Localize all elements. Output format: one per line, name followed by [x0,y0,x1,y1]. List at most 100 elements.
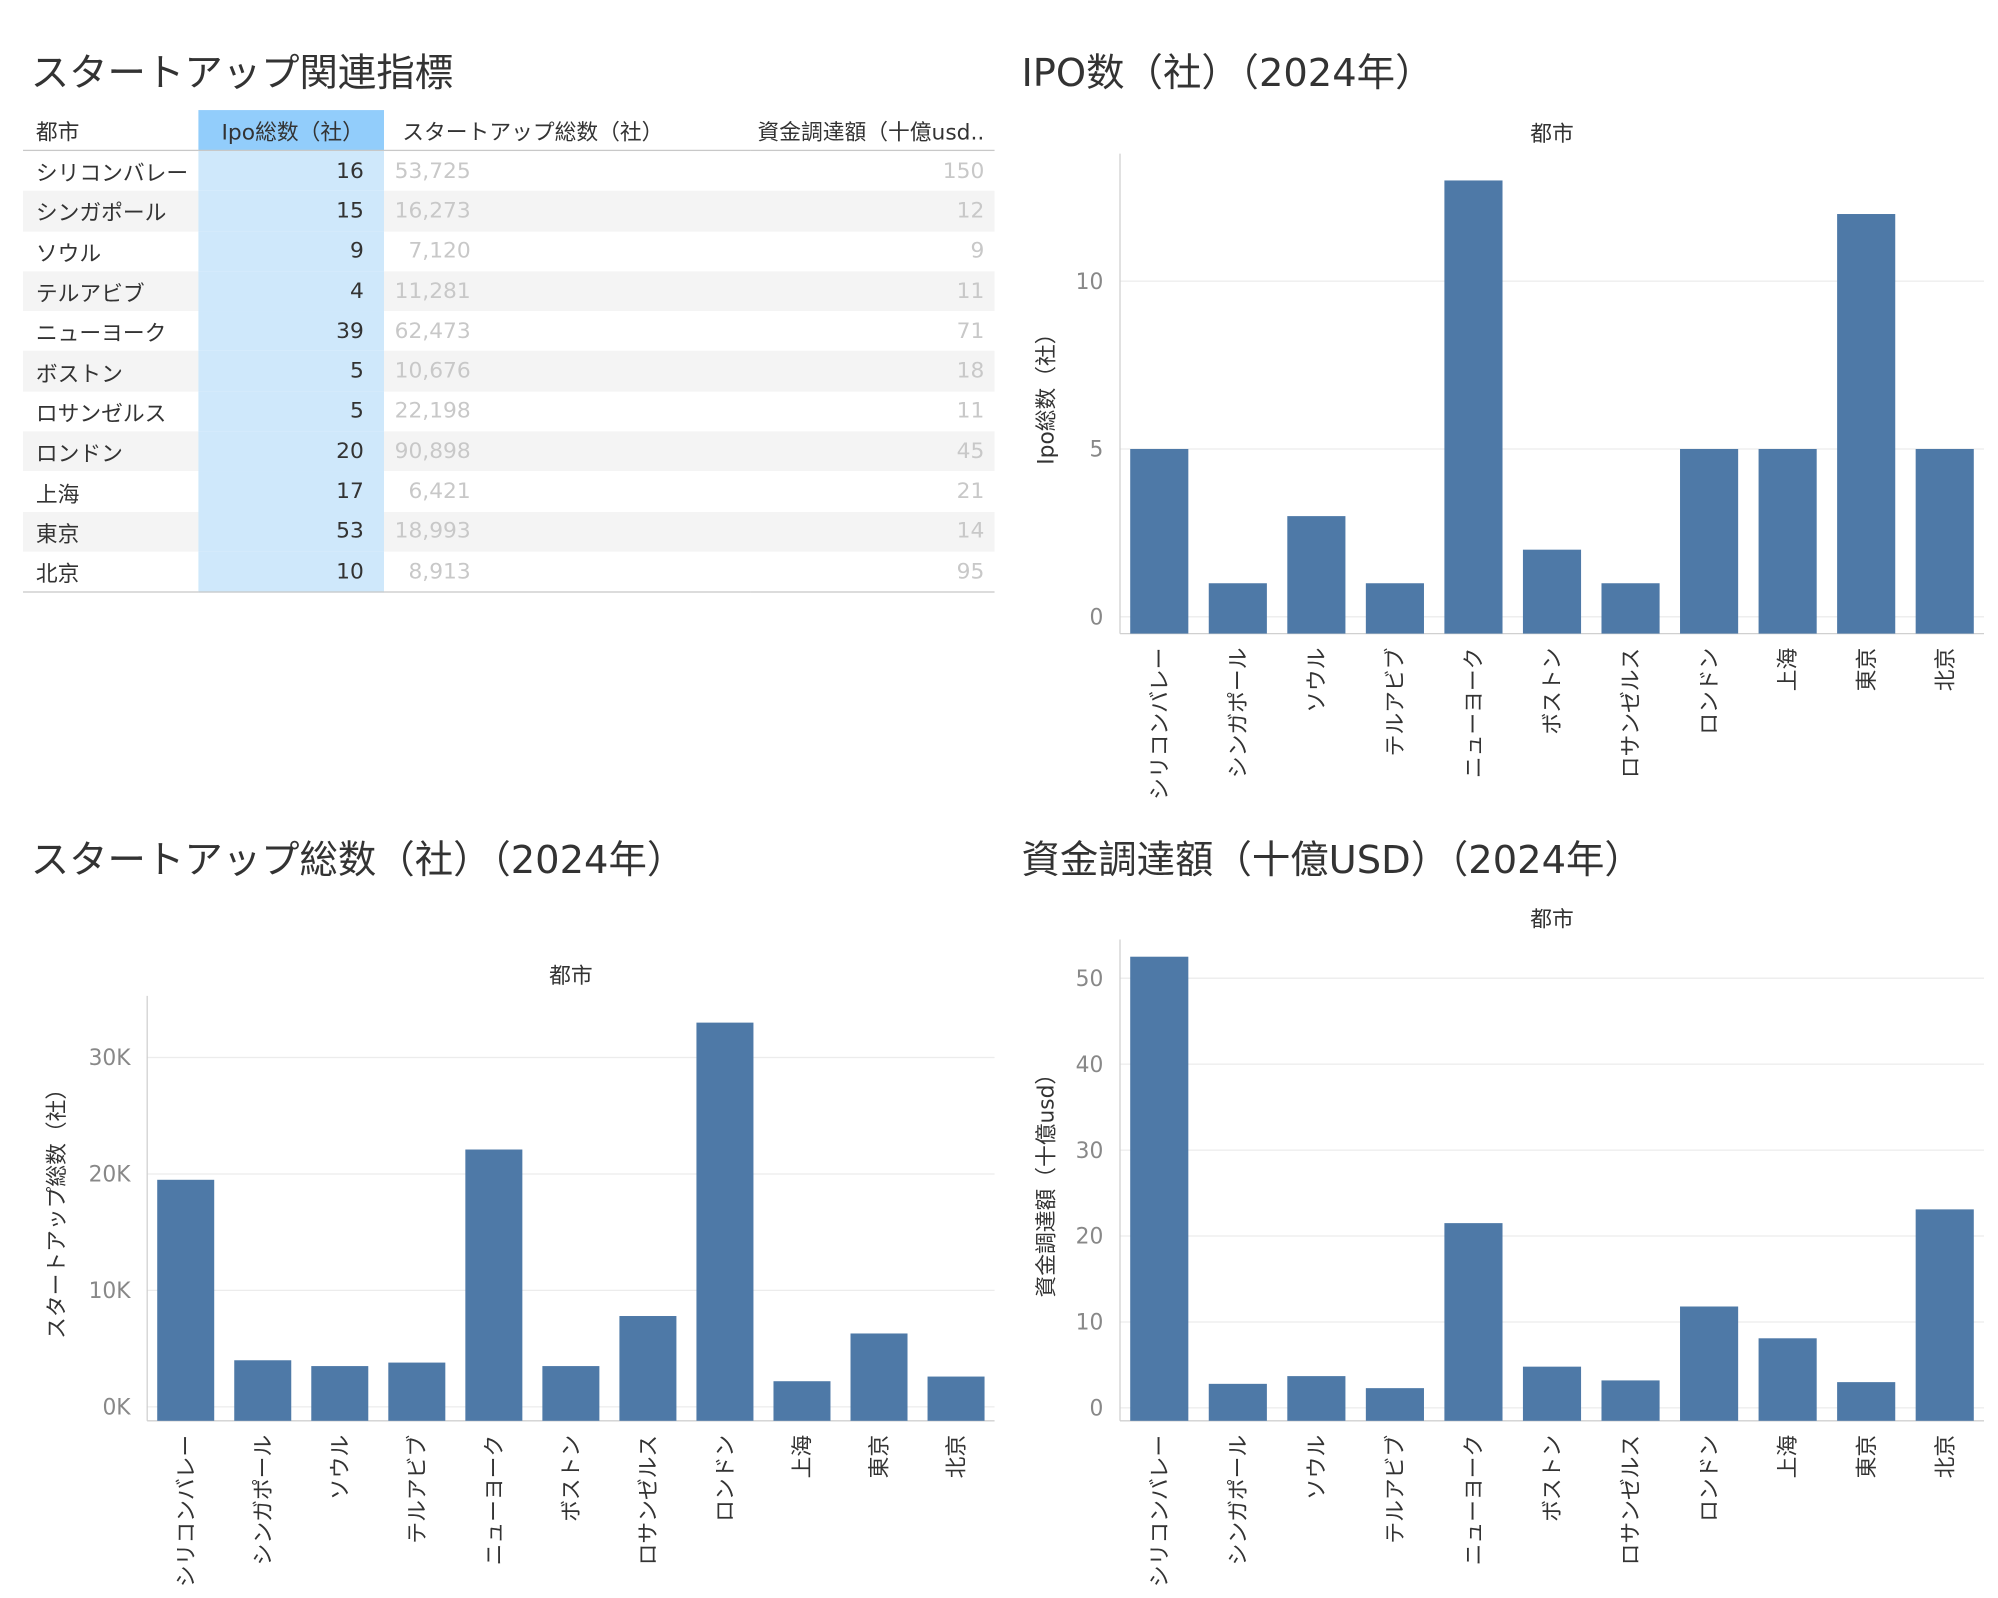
bar-funding [1365,1388,1424,1421]
category-label: ボストン [1541,1435,1566,1522]
table-row[interactable]: 東京 53 18,993 14 [23,511,995,552]
category-label: テルアビブ [1384,1435,1409,1544]
table-row[interactable]: ニューヨーク 39 62,473 71 [23,311,995,352]
bar-ipo [1287,516,1346,634]
header-city[interactable]: 都市 [35,120,80,146]
bar-ipo [1915,448,1974,634]
y-axis-title: Ipo総数（社） [1034,322,1059,464]
table-row[interactable]: ロサンゼルス 5 22,198 11 [23,391,995,432]
table-header-row: 都市 Ipo総数（社） スタートアップ総数（社） 資金調達額（十億usd.. [23,110,995,151]
table-row[interactable]: テルアビブ 4 11,281 11 [23,271,995,312]
table-row[interactable]: ロンドン 20 90,898 45 [23,431,995,472]
category-label: 上海 [1776,1435,1801,1479]
category-label: 北京 [1933,648,1958,692]
bar-startups [157,1179,215,1421]
category-label: テルアビブ [405,1435,430,1544]
category-label: 北京 [1933,1435,1958,1479]
category-label: ソウル [1305,1435,1330,1500]
bar-funding [1915,1209,1974,1421]
table-row[interactable]: 北京 10 8,913 95 [23,551,995,593]
table-row[interactable]: ソウル 9 7,120 9 [23,231,995,272]
cell-startups: 7,120 [408,238,471,264]
bar-funding [1837,1382,1896,1421]
cell-funding: 18 [749,351,995,392]
cell-startups: 53,725 [384,149,750,192]
category-label: ロサンゼルス [637,1435,662,1566]
cell-funding: 45 [749,431,995,472]
bar-ipo [1522,549,1582,634]
cell-city: 上海 [35,481,80,508]
startups-chart-title: スタートアップ総数（社）（2024年） [30,838,686,884]
bar-ipo [1130,448,1189,634]
cell-startups: 6,421 [408,478,471,505]
cell-funding: 14 [749,511,995,552]
cell-funding: 9 [970,238,985,264]
cell-ipo: 39 [198,311,385,352]
category-label: シンガポール [1226,1435,1251,1566]
cell-ipo: 16 [198,149,385,192]
funding-chart-title: 資金調達額（十億USD）（2024年） [1021,838,1643,884]
bar-startups [927,1376,985,1421]
y-tick-label: 30 [1076,1139,1104,1164]
cell-startups: 10,676 [384,351,750,392]
category-label: ニューヨーク [482,1435,507,1566]
category-label: ロンドン [1698,648,1723,735]
table-row[interactable]: 上海 17 6,421 21 [23,471,995,512]
cell-ipo: 15 [198,191,385,232]
y-tick-label: 20K [89,1163,132,1188]
table-row[interactable]: シンガポール 15 16,273 12 [23,191,995,232]
bar-startups [465,1149,523,1421]
y-axis-title: 資金調達額（十億usd） [1034,1063,1059,1298]
cell-startups: 11,281 [384,271,750,312]
header-funding[interactable]: 資金調達額（十億usd.. [757,120,985,146]
category-label: シリコンバレー [1148,648,1173,800]
category-label: 東京 [1855,1435,1880,1479]
cell-city: ロンドン [23,431,199,472]
cell-ipo: 4 [198,271,385,312]
header-ipo[interactable]: Ipo総数（社） [198,110,385,151]
cell-ipo: 20 [198,431,385,472]
bar-funding [1758,1338,1817,1421]
cell-startups: 16,273 [384,191,750,232]
bar-startups [850,1333,908,1421]
y-tick-label: 0K [102,1396,131,1421]
cell-ipo: 17 [198,471,385,512]
header-startups[interactable]: スタートアップ総数（社） [402,120,664,146]
cell-startups: 22,198 [394,398,471,425]
bar-ipo [1837,214,1896,634]
y-tick-label: 0 [1090,1397,1104,1422]
category-label: ソウル [328,1435,353,1500]
cell-funding: 150 [749,149,995,192]
bar-startups [542,1366,600,1421]
category-label: 上海 [1776,648,1801,692]
cell-startups: 90,898 [384,431,750,472]
cell-funding: 12 [749,191,995,232]
bar-funding [1130,956,1189,1421]
bar-ipo [1758,448,1817,634]
bar-funding [1287,1376,1346,1421]
category-label: テルアビブ [1384,648,1409,757]
cell-city: テルアビブ [23,271,199,312]
bar-ipo [1444,180,1503,634]
cell-funding: 21 [956,478,985,505]
cell-ipo: 10 [198,551,385,593]
bar-funding [1208,1383,1267,1421]
cell-funding: 11 [956,398,985,425]
table-title: スタートアップ関連指標 [30,51,454,96]
x-axis-header: 都市 [1530,122,1574,147]
table-row[interactable]: ボストン 5 10,676 18 [23,351,995,392]
category-label: ニューヨーク [1462,648,1487,779]
bar-startups [773,1381,831,1421]
table-row[interactable]: シリコンバレー 16 53,725 150 [23,149,995,192]
cell-funding: 11 [749,271,995,312]
y-tick-label: 10 [1076,270,1104,295]
ipo-chart: 0 5 10 都市 Ipo総数（社） シリコンバレー シンガポール ソウル テルアビブ ニューヨー… [1034,122,1984,800]
y-axis-title: スタートアップ総数（社） [45,1078,70,1339]
category-label: 東京 [868,1435,893,1479]
y-tick-label: 10 [1076,1311,1104,1336]
category-label: ロサンゼルス [1619,648,1644,779]
bar-startups [696,1022,754,1421]
x-axis-header: 都市 [549,964,593,989]
